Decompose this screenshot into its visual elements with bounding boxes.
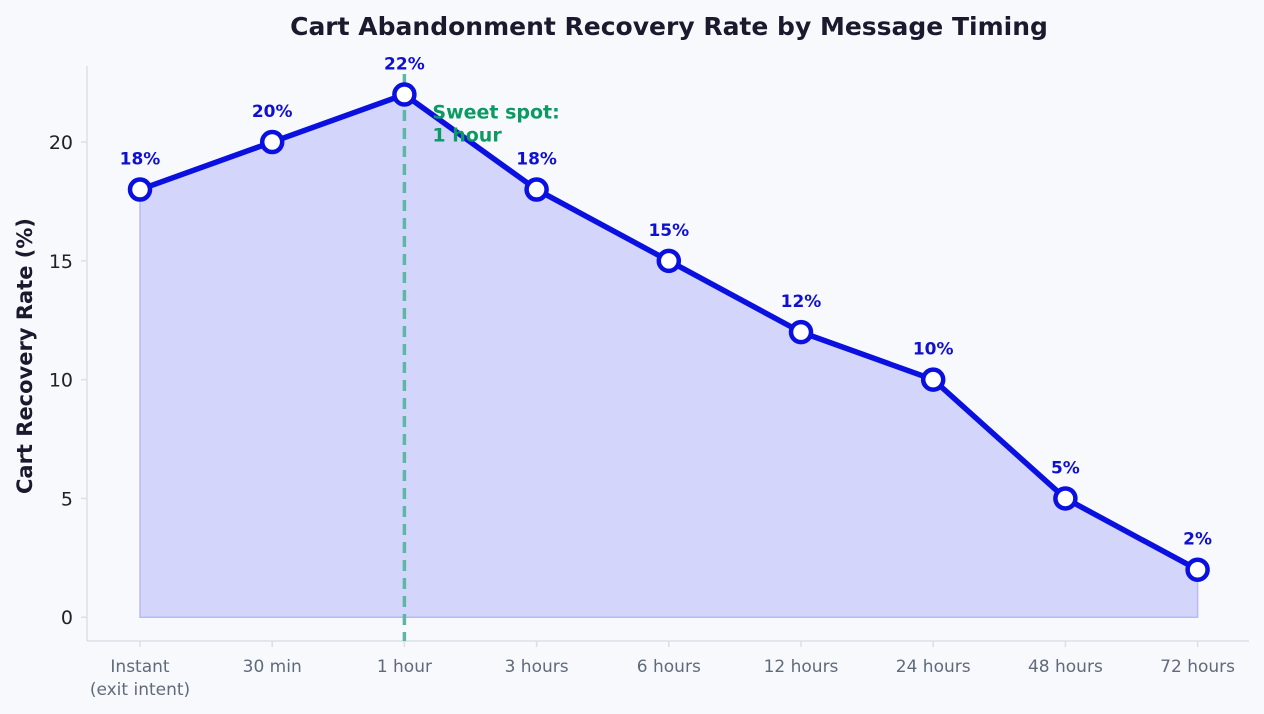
data-label: 12%	[781, 292, 822, 312]
x-tick-label: 24 hours	[896, 657, 971, 677]
data-label: 18%	[120, 150, 161, 170]
data-label: 5%	[1051, 458, 1080, 478]
data-point[interactable]	[259, 129, 285, 155]
plot-area: 0 5 10 15 20 Instant (exit intent) 30 min 1 hour…	[49, 55, 1249, 700]
data-point[interactable]	[392, 82, 417, 107]
x-tick-label: 3 hours	[505, 657, 569, 677]
x-tick-label: Instant (exit intent)	[90, 657, 190, 700]
data-point[interactable]	[656, 248, 682, 274]
x-tick-label: 6 hours	[637, 657, 701, 677]
x-tick-label: 12 hours	[764, 657, 839, 677]
y-axis-label: Cart Recovery Rate (%)	[13, 218, 37, 494]
y-tick-label: 15	[49, 251, 73, 273]
y-tick-label: 20	[49, 132, 73, 154]
data-label: 10%	[913, 340, 954, 360]
x-tick-label: 30 min	[243, 657, 302, 677]
data-label: 20%	[252, 102, 293, 122]
data-point[interactable]	[788, 319, 814, 345]
data-point[interactable]	[127, 177, 153, 202]
data-label: 2%	[1183, 530, 1212, 550]
data-point[interactable]	[920, 367, 946, 392]
x-tick-label: 72 hours	[1160, 657, 1235, 677]
area-fill	[139, 93, 1199, 618]
x-tick-label: 48 hours	[1028, 657, 1103, 677]
y-tick-label: 5	[61, 488, 73, 510]
data-label: 18%	[516, 150, 557, 170]
x-tick-label: 1 hour	[377, 657, 432, 677]
chart-title: Cart Abandonment Recovery Rate by Messag…	[290, 12, 1048, 41]
sweet-spot-annotation: Sweet spot: 1 hour	[432, 102, 559, 147]
y-tick-label: 10	[49, 370, 73, 392]
data-label: 15%	[648, 221, 689, 241]
data-label: 22%	[384, 55, 425, 75]
y-tick-label: 0	[61, 607, 73, 629]
data-point[interactable]	[524, 177, 549, 202]
data-point[interactable]	[1185, 557, 1210, 582]
data-point[interactable]	[1053, 486, 1078, 511]
